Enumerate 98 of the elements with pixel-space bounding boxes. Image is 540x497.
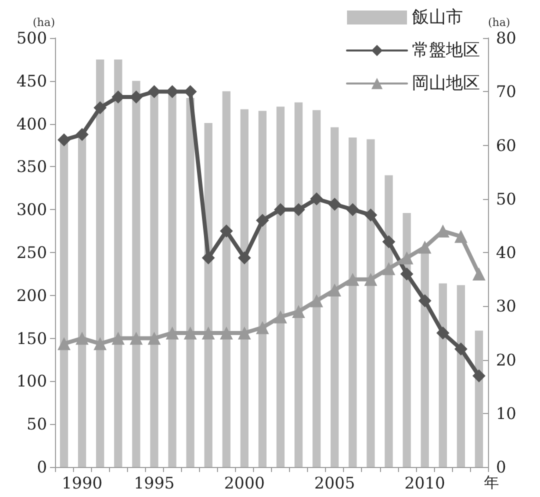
x-tick-label: 1990 [62, 474, 102, 492]
y-tick-label: 100 [16, 372, 47, 391]
y2-tick-label: 60 [496, 136, 516, 155]
point [94, 337, 107, 350]
point [130, 332, 143, 345]
y2-tick-label: 50 [496, 189, 516, 208]
y2-tick-label: 40 [496, 243, 516, 262]
x-tick-label: 1995 [134, 474, 175, 492]
point [328, 284, 342, 297]
point [130, 90, 143, 104]
bar [330, 127, 339, 467]
point [94, 101, 107, 114]
y2-tick-label: 0 [496, 458, 506, 476]
y-tick-label: 0 [36, 458, 47, 476]
x-tick-label: 2000 [224, 474, 265, 492]
point [364, 272, 378, 286]
point [418, 240, 432, 254]
bar [294, 102, 303, 467]
point [166, 85, 179, 98]
point [346, 203, 360, 216]
point [220, 224, 233, 238]
point [238, 326, 251, 340]
bar [348, 138, 357, 467]
bar [96, 59, 104, 467]
y-tick-label: 400 [16, 114, 47, 134]
bar [420, 252, 429, 467]
legend-label: 飯山市 [412, 8, 463, 28]
y2-tick-label: 80 [496, 28, 516, 48]
bar [78, 136, 86, 467]
x-axis-title: 年 [484, 474, 499, 492]
bar [456, 285, 465, 467]
y2-tick-label: 70 [496, 82, 516, 102]
y-tick-label: 250 [16, 243, 47, 262]
y-tick-label: 450 [16, 71, 47, 90]
point [76, 332, 89, 345]
bar [276, 106, 285, 467]
bar [384, 175, 393, 467]
bar [240, 109, 248, 467]
point [58, 133, 71, 146]
point [454, 342, 468, 356]
point [310, 294, 324, 308]
bar [438, 283, 447, 467]
y-axis-title: (ha) [32, 16, 55, 29]
point [418, 294, 432, 308]
y-tick-label: 50 [26, 414, 47, 434]
bar [186, 98, 194, 467]
point [112, 332, 125, 345]
point [292, 203, 306, 216]
bar [366, 139, 375, 467]
bar [60, 140, 68, 467]
y2-tick-label: 20 [496, 350, 516, 370]
point [472, 369, 486, 382]
y2-tick-label: 30 [496, 296, 516, 316]
y-tick-label: 150 [16, 328, 47, 348]
y-tick-label: 300 [16, 200, 47, 220]
y-tick-label: 200 [16, 286, 47, 305]
point [148, 332, 161, 345]
bar [114, 59, 122, 467]
point [274, 203, 288, 216]
point [184, 326, 197, 340]
y2-axis-title: (ha) [488, 16, 510, 29]
point [400, 251, 414, 264]
bar [258, 110, 267, 467]
point [238, 251, 251, 264]
bar [312, 110, 321, 467]
y-tick-label: 500 [16, 28, 47, 48]
point [274, 310, 288, 324]
point [202, 326, 215, 340]
point [310, 192, 324, 206]
y2-tick-label: 10 [496, 404, 516, 423]
point [382, 262, 396, 276]
point [256, 321, 269, 334]
point [166, 326, 179, 340]
point [112, 90, 125, 104]
point [148, 85, 161, 98]
point [382, 235, 396, 248]
point [256, 214, 269, 227]
point [454, 230, 468, 243]
bar [132, 80, 140, 467]
point [328, 198, 342, 211]
point [58, 337, 71, 350]
bar [222, 91, 230, 467]
point [184, 85, 197, 98]
legend-label: 常盤地区 [412, 40, 480, 60]
bar [402, 213, 411, 467]
x-tick-label: 2010 [404, 474, 446, 492]
point [292, 304, 306, 318]
y-tick-label: 350 [16, 157, 47, 176]
legend-label: 岡山地区 [412, 74, 480, 94]
point [364, 208, 378, 222]
point [346, 272, 360, 286]
point [436, 326, 450, 340]
point [400, 267, 414, 280]
x-tick-label: 2005 [314, 474, 356, 492]
point [76, 128, 89, 142]
point [472, 267, 486, 280]
bar [474, 330, 484, 467]
point [220, 326, 233, 340]
